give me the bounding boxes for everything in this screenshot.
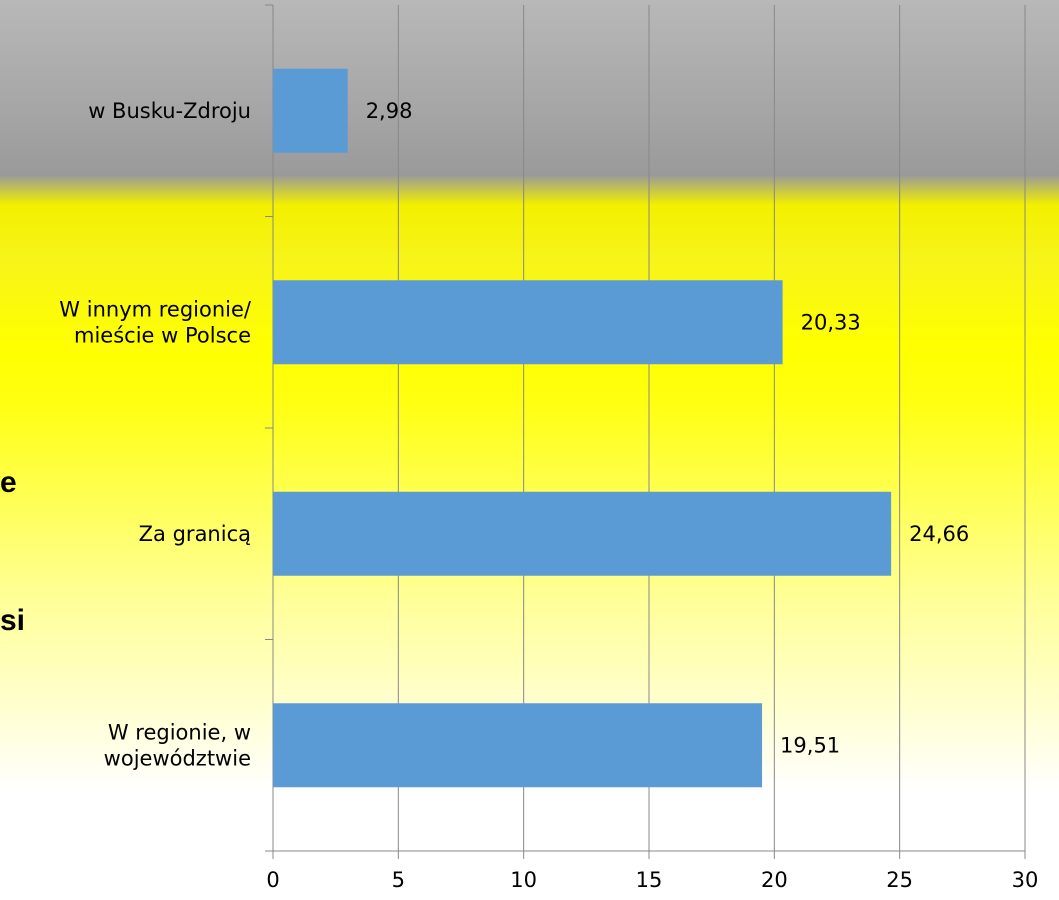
bar xyxy=(273,491,892,576)
bar xyxy=(273,68,348,153)
category-label: w Busku-Zdroju xyxy=(88,99,251,123)
x-tick-label: 10 xyxy=(510,868,537,892)
cropped-text-fragment: si xyxy=(0,604,26,637)
cropped-text-fragment: e xyxy=(0,466,17,499)
data-label: 19,51 xyxy=(780,733,840,757)
x-tick-label: 15 xyxy=(636,868,663,892)
bar xyxy=(273,280,783,365)
x-tick-label: 0 xyxy=(266,868,279,892)
data-label: 24,66 xyxy=(909,522,969,546)
category-label: Za granicą xyxy=(139,522,251,546)
bar xyxy=(273,703,763,788)
category-label: W regionie, w województwie xyxy=(104,720,251,770)
data-label: 20,33 xyxy=(801,310,861,334)
x-tick-label: 5 xyxy=(392,868,405,892)
x-tick-label: 30 xyxy=(1012,868,1039,892)
data-label: 2,98 xyxy=(366,99,413,123)
x-tick-label: 25 xyxy=(886,868,913,892)
x-tick-label: 20 xyxy=(761,868,788,892)
category-label: W innym regionie/mieście w Polsce xyxy=(59,297,252,347)
